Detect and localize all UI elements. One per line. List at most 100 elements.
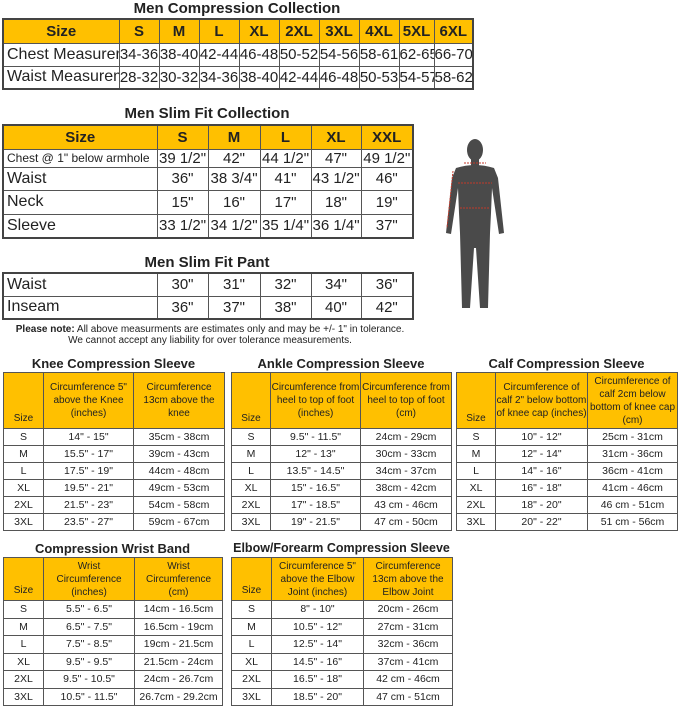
row-label: M bbox=[456, 445, 496, 463]
column-header: Circumference of calf 2" below bottom of… bbox=[495, 372, 588, 429]
table-cell: 51 cm - 56cm bbox=[587, 513, 678, 531]
table-cell: 10.5" - 12" bbox=[271, 617, 364, 636]
table-cell: 23.5" - 27" bbox=[43, 513, 134, 531]
table-cell: 54cm - 58cm bbox=[133, 496, 225, 514]
table-cell: 43 1/2" bbox=[310, 166, 362, 191]
column-header: M bbox=[158, 18, 200, 44]
table-row: Sleeve 33 1/2" 34 1/2" 35 1/4" 36 1/4" 37" bbox=[2, 213, 414, 239]
table-cell: 9.5" - 10.5" bbox=[43, 670, 135, 689]
table-cell: 9.5" - 11.5" bbox=[270, 428, 361, 446]
table-cell: 13.5" - 14.5" bbox=[270, 462, 361, 480]
column-header: Circumference from heel to top of foot (… bbox=[270, 372, 361, 429]
table-row: M 12" - 13" 30cm - 33cm bbox=[231, 445, 452, 463]
table-cell: 16.5cm - 19cm bbox=[134, 617, 223, 636]
row-label: M bbox=[231, 445, 271, 463]
table-cell: 42" bbox=[207, 148, 261, 168]
table-cell: 47 cm - 50cm bbox=[360, 513, 452, 531]
column-header: Circumference 5" above the Knee (inches) bbox=[43, 372, 134, 429]
table-cell: 36" bbox=[360, 272, 414, 297]
column-header: Size bbox=[231, 557, 272, 601]
slimfit-size-table: Size S M L XL XXL Chest @ 1" below armhole 39 1… bbox=[2, 124, 414, 239]
row-label: L bbox=[456, 462, 496, 480]
row-label: XL bbox=[456, 479, 496, 497]
table-cell: 42" bbox=[360, 295, 414, 320]
header-row: Size S M L XL XXL bbox=[2, 124, 414, 150]
table-cell: 46-48 bbox=[318, 65, 360, 90]
row-label: 2XL bbox=[456, 496, 496, 514]
row-label: Waist bbox=[2, 272, 158, 297]
ankle-size-table: Size Circumference from heel to top of fo… bbox=[231, 372, 452, 531]
column-header: M bbox=[207, 124, 261, 150]
table-cell: 26.7cm - 29.2cm bbox=[134, 687, 223, 706]
table-row: 2XL 9.5" - 10.5" 24cm - 26.7cm bbox=[3, 670, 223, 689]
column-header: 6XL bbox=[433, 18, 474, 44]
table-cell: 33 1/2" bbox=[156, 213, 209, 239]
row-label: XL bbox=[3, 479, 44, 497]
table-cell: 38-40 bbox=[238, 65, 280, 90]
row-label: Neck bbox=[2, 189, 158, 215]
column-header: Wrist Circumference (cm) bbox=[134, 557, 223, 601]
table-cell: 62-65 bbox=[398, 42, 435, 67]
table-cell: 38" bbox=[259, 295, 312, 320]
row-label: 3XL bbox=[231, 513, 271, 531]
row-label: M bbox=[3, 617, 44, 636]
header-row: Size Circumference 5" above the Knee (inc… bbox=[3, 372, 225, 429]
table-row: L 17.5" - 19" 44cm - 48cm bbox=[3, 462, 225, 480]
table-cell: 30-32 bbox=[158, 65, 200, 90]
table-row: XL 15" - 16.5" 38cm - 42cm bbox=[231, 479, 452, 497]
table-cell: 21.5cm - 24cm bbox=[134, 652, 223, 671]
table-row: XL 9.5" - 9.5" 21.5cm - 24cm bbox=[3, 652, 223, 671]
table-cell: 31" bbox=[207, 272, 261, 297]
tolerance-note: Please note: All above measurments are e… bbox=[0, 324, 420, 346]
table-cell: 38 3/4" bbox=[207, 166, 261, 191]
note-line1: All above measurments are estimates only… bbox=[74, 324, 405, 335]
table-cell: 47 cm - 51cm bbox=[363, 687, 453, 706]
table-row: 2XL 21.5" - 23" 54cm - 58cm bbox=[3, 496, 225, 514]
table-cell: 24cm - 29cm bbox=[360, 428, 452, 446]
table-cell: 9.5" - 9.5" bbox=[43, 652, 135, 671]
table-cell: 42-44 bbox=[278, 65, 320, 90]
table-cell: 12" - 14" bbox=[495, 445, 588, 463]
table-cell: 15" bbox=[156, 189, 209, 215]
table-cell: 21.5" - 23" bbox=[43, 496, 134, 514]
table-cell: 50-53 bbox=[358, 65, 400, 90]
table-cell: 58-62 bbox=[433, 65, 474, 90]
row-label: 3XL bbox=[231, 687, 272, 706]
column-header: L bbox=[259, 124, 312, 150]
table-row: Chest @ 1" below armhole 39 1/2" 42" 44 1/2… bbox=[2, 148, 414, 168]
table-row: XL 16" - 18" 41cm - 46cm bbox=[456, 479, 678, 497]
table-cell: 37" bbox=[360, 213, 414, 239]
table-cell: 5.5" - 6.5" bbox=[43, 600, 135, 619]
table-row: S 9.5" - 11.5" 24cm - 29cm bbox=[231, 428, 452, 446]
row-label: L bbox=[3, 635, 44, 654]
ankle-title: Ankle Compression Sleeve bbox=[257, 356, 425, 371]
table-row: 3XL 23.5" - 27" 59cm - 67cm bbox=[3, 513, 225, 531]
row-label: 2XL bbox=[231, 496, 271, 514]
table-cell: 12.5" - 14" bbox=[271, 635, 364, 654]
table-cell: 39cm - 43cm bbox=[133, 445, 225, 463]
table-cell: 7.5" - 8.5" bbox=[43, 635, 135, 654]
table-cell: 18" bbox=[310, 189, 362, 215]
table-cell: 43 cm - 46cm bbox=[360, 496, 452, 514]
table-cell: 18.5" - 20" bbox=[271, 687, 364, 706]
column-header: XL bbox=[238, 18, 280, 44]
column-header: Size bbox=[456, 372, 496, 429]
table-row: L 13.5" - 14.5" 34cm - 37cm bbox=[231, 462, 452, 480]
column-header: Circumference from heel to top of foot (… bbox=[360, 372, 452, 429]
calf-size-table: Size Circumference of calf 2" below botto… bbox=[456, 372, 678, 531]
table-cell: 15" - 16.5" bbox=[270, 479, 361, 497]
table-row: S 5.5" - 6.5" 14cm - 16.5cm bbox=[3, 600, 223, 619]
table-cell: 32cm - 36cm bbox=[363, 635, 453, 654]
table-cell: 37" bbox=[207, 295, 261, 320]
table-cell: 41" bbox=[259, 166, 312, 191]
table-cell: 32" bbox=[259, 272, 312, 297]
table-cell: 12" - 13" bbox=[270, 445, 361, 463]
table-cell: 35 1/4" bbox=[259, 213, 312, 239]
row-label: S bbox=[3, 600, 44, 619]
table-cell: 19" - 21.5" bbox=[270, 513, 361, 531]
table-cell: 34 1/2" bbox=[207, 213, 261, 239]
table-row: L 14" - 16" 36cm - 41cm bbox=[456, 462, 678, 480]
compression-title: Men Compression Collection bbox=[133, 0, 341, 17]
row-label: S bbox=[231, 428, 271, 446]
